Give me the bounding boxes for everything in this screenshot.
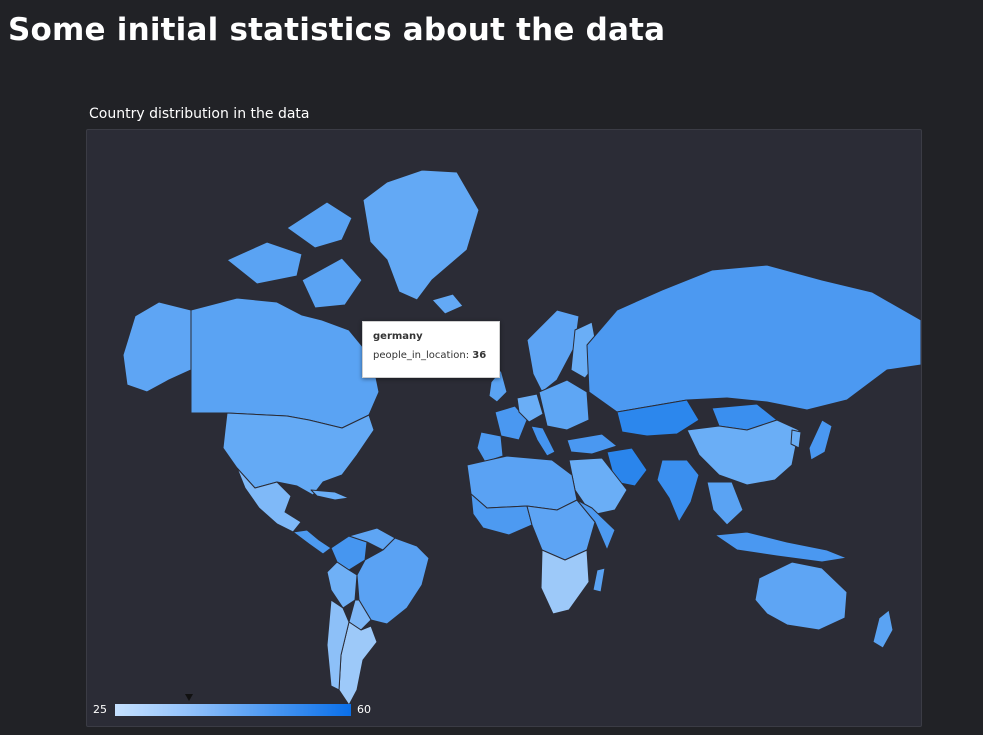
region-norway-sweden	[526, 309, 580, 393]
region-usa	[222, 412, 375, 496]
region-germany	[516, 393, 544, 423]
region-korea	[790, 429, 802, 449]
region-kazakhstan	[616, 399, 700, 437]
region-alaska	[122, 301, 192, 393]
region-canada-islands	[286, 201, 353, 249]
tooltip-metric: people_in_location: 36	[373, 350, 489, 361]
region-greenland	[362, 169, 480, 301]
panel-title: Country distribution in the data	[89, 106, 310, 122]
region-east-africa	[576, 499, 616, 551]
world-map[interactable]	[87, 130, 922, 727]
region-russia	[586, 264, 921, 413]
region-madagascar	[592, 567, 606, 593]
region-chile	[326, 599, 350, 691]
tooltip-metric-value: 36	[472, 350, 487, 361]
region-peru	[326, 561, 358, 609]
region-italy	[530, 425, 556, 457]
region-australia	[754, 561, 848, 631]
region-eastern-europe	[538, 379, 590, 431]
region-central-america	[292, 529, 332, 555]
region-southern-africa	[540, 549, 590, 615]
map-tooltip: germany people_in_location: 36	[362, 321, 500, 378]
region-west-africa	[470, 493, 533, 536]
legend-value-marker	[185, 694, 194, 701]
region-china	[686, 419, 800, 486]
region-canada-islands-3	[301, 257, 363, 309]
region-north-africa	[466, 455, 578, 511]
legend-max-label: 60	[357, 703, 371, 716]
legend-min-label: 25	[93, 703, 107, 716]
region-japan	[808, 419, 833, 461]
tooltip-metric-label: people_in_location:	[373, 350, 470, 361]
color-scale-legend	[115, 704, 351, 716]
choropleth-map-panel[interactable]: germany people_in_location: 36 25 60	[86, 129, 922, 727]
region-canada-islands-2	[226, 241, 303, 285]
region-mexico	[236, 467, 302, 533]
region-new-zealand	[872, 609, 894, 649]
region-cuba	[310, 489, 350, 501]
region-turkey	[566, 433, 618, 455]
region-bolivia	[348, 599, 372, 631]
page-title: Some initial statistics about the data	[8, 12, 666, 48]
region-canada	[190, 297, 380, 429]
region-france	[494, 405, 528, 441]
tooltip-country: germany	[373, 331, 423, 342]
region-indonesia	[714, 531, 848, 563]
region-brazil	[356, 537, 430, 625]
region-india	[656, 459, 700, 523]
region-southeast-asia	[706, 481, 744, 526]
region-iceland	[431, 293, 464, 315]
